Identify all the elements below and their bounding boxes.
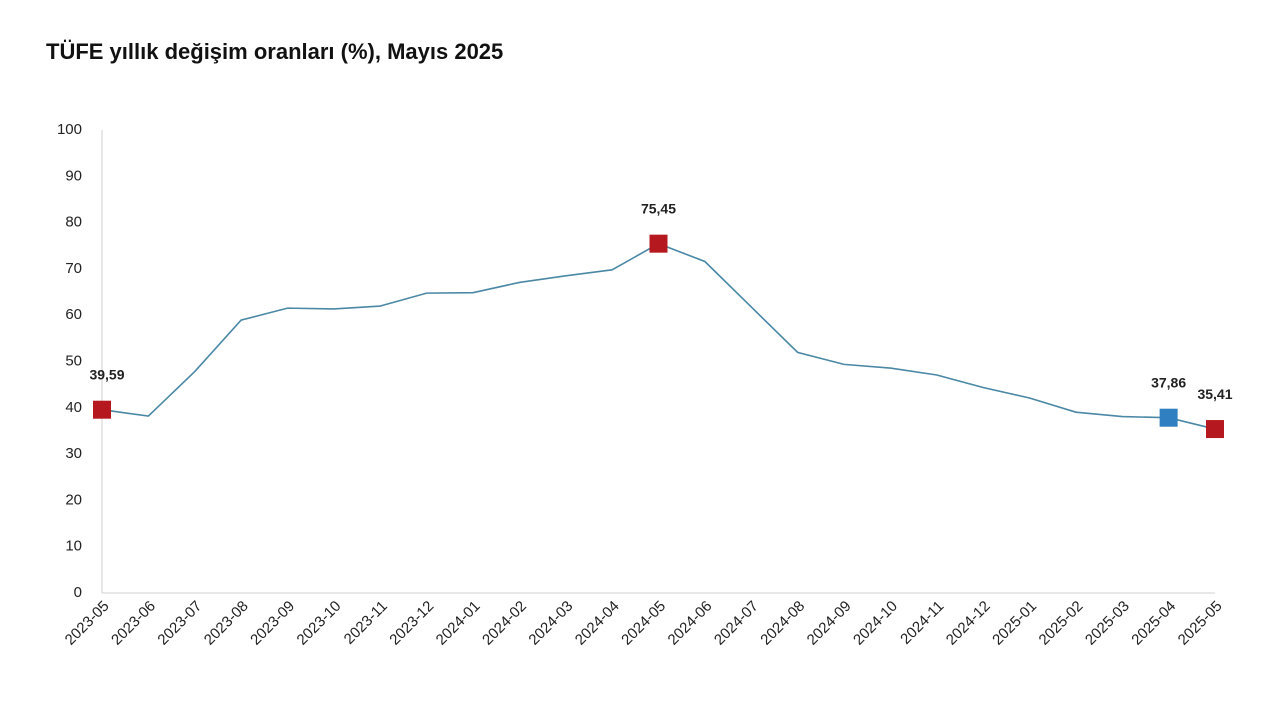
y-tick-label: 0 bbox=[74, 584, 82, 601]
value-label: 39,59 bbox=[89, 366, 124, 382]
x-tick-label: 2024-12 bbox=[943, 598, 994, 649]
x-tick-label: 2024-10 bbox=[850, 598, 901, 649]
x-tick-label: 2024-01 bbox=[433, 598, 484, 649]
x-tick-label: 2023-11 bbox=[341, 598, 391, 648]
x-tick-label: 2024-08 bbox=[757, 598, 808, 649]
point-marker bbox=[649, 234, 668, 253]
y-tick-label: 100 bbox=[57, 121, 82, 138]
x-tick-label: 2023-07 bbox=[154, 598, 205, 649]
y-tick-label: 40 bbox=[65, 399, 82, 416]
x-tick-label: 2024-03 bbox=[525, 598, 576, 649]
series-line bbox=[101, 242, 1216, 430]
x-tick-label: 2024-04 bbox=[572, 598, 623, 649]
value-label: 37,86 bbox=[1151, 374, 1186, 390]
x-tick-label: 2023-05 bbox=[62, 598, 113, 649]
y-tick-label: 50 bbox=[65, 352, 82, 369]
x-tick-label: 2023-06 bbox=[108, 598, 159, 649]
point-marker bbox=[93, 400, 111, 419]
y-tick-label: 10 bbox=[65, 538, 82, 555]
y-tick-label: 90 bbox=[65, 167, 82, 184]
y-tick-label: 60 bbox=[65, 306, 82, 323]
point-marker bbox=[1159, 408, 1178, 427]
value-label: 35,41 bbox=[1197, 386, 1232, 402]
x-tick-label: 2023-09 bbox=[247, 598, 298, 649]
x-tick-label: 2025-03 bbox=[1082, 598, 1133, 649]
chart-title: TÜFE yıllık değişim oranları (%), Mayıs … bbox=[46, 39, 503, 64]
x-tick-label: 2023-12 bbox=[386, 598, 437, 649]
x-tick-label: 2025-05 bbox=[1175, 598, 1226, 649]
y-tick-label: 80 bbox=[65, 214, 82, 231]
y-tick-label: 30 bbox=[65, 445, 82, 462]
x-tick-label: 2024-05 bbox=[618, 598, 669, 649]
x-tick-label: 2024-09 bbox=[804, 598, 855, 649]
y-tick-label: 20 bbox=[65, 491, 82, 508]
value-label: 75,45 bbox=[641, 200, 676, 216]
x-tick-label: 2025-04 bbox=[1128, 598, 1179, 649]
x-tick-label: 2024-07 bbox=[711, 598, 762, 649]
x-tick-label: 2025-02 bbox=[1036, 598, 1087, 649]
x-tick-label: 2023-08 bbox=[201, 598, 252, 649]
x-tick-label: 2025-01 bbox=[989, 598, 1040, 649]
point-marker bbox=[1206, 420, 1224, 439]
x-tick-label: 2024-11 bbox=[897, 598, 947, 648]
x-tick-label: 2023-10 bbox=[294, 598, 345, 649]
x-tick-label: 2024-06 bbox=[665, 598, 716, 649]
x-tick-label: 2024-02 bbox=[479, 598, 530, 649]
y-tick-label: 70 bbox=[65, 260, 82, 277]
